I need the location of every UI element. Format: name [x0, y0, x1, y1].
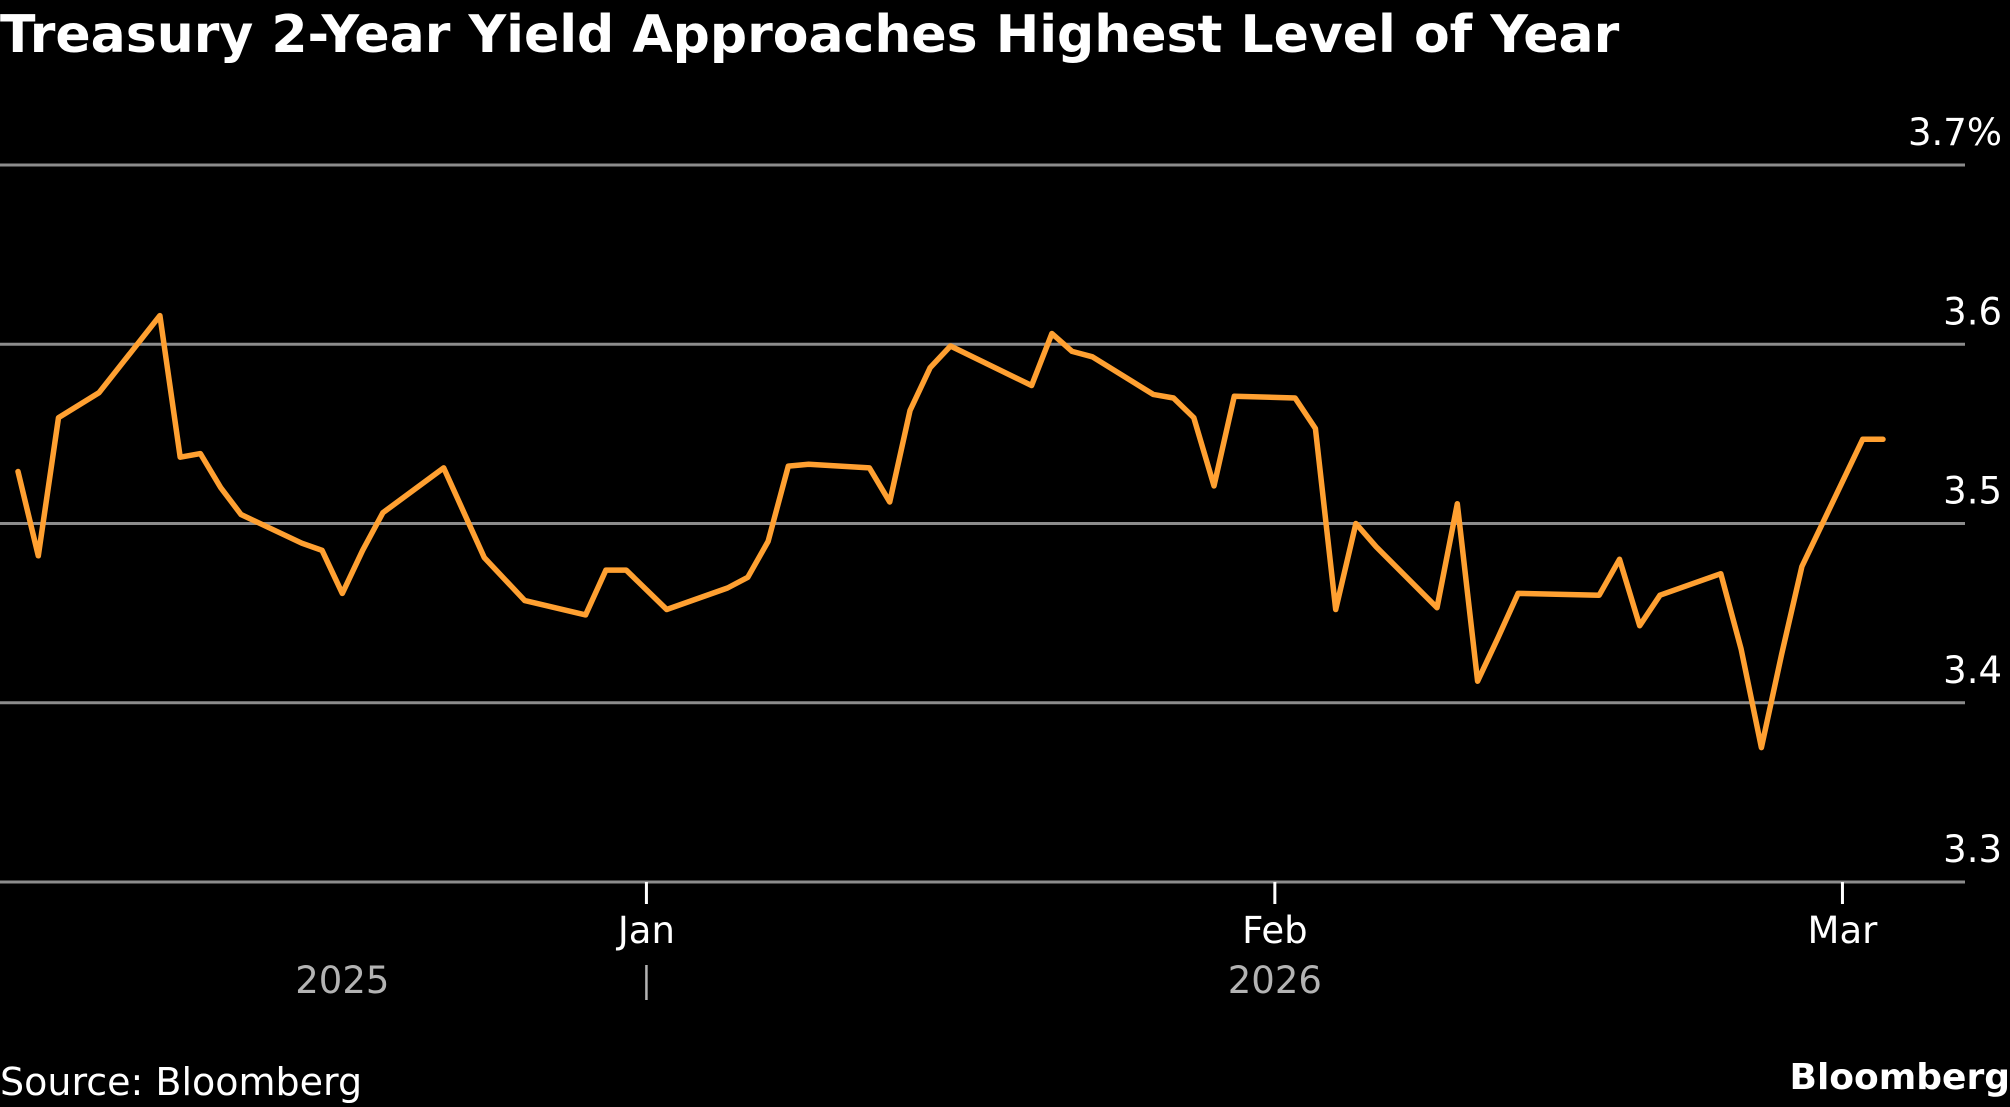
brand-logo: Bloomberg: [1789, 1057, 2010, 1098]
data-point: [866, 465, 872, 471]
data-point: [481, 555, 487, 561]
data-point: [1292, 395, 1298, 401]
data-point: [1758, 745, 1764, 751]
data-point: [1191, 415, 1197, 421]
y-tick-label: 3.6: [1943, 290, 2002, 333]
data-point: [887, 499, 893, 505]
data-point: [948, 343, 954, 349]
y-tick-label: 3.7%: [1908, 111, 2002, 154]
x-axis: Jan Feb Mar 2025 2026: [295, 882, 1878, 1002]
data-point: [96, 390, 102, 396]
data-point: [522, 598, 528, 604]
data-point: [1657, 592, 1663, 598]
data-point: [461, 510, 467, 516]
data-point: [1170, 395, 1176, 401]
year-label: 2026: [1228, 959, 1322, 1002]
data-point: [1454, 501, 1460, 507]
data-point: [339, 590, 345, 596]
y-axis-labels: 3.3 3.4 3.5 3.6 3.7%: [1908, 111, 2002, 871]
data-point: [238, 512, 244, 518]
data-point: [1718, 571, 1724, 577]
data-point: [806, 461, 812, 467]
data-point: [319, 547, 325, 553]
x-tick-label: Jan: [616, 909, 675, 952]
data-point: [1312, 425, 1318, 431]
data-point: [623, 567, 629, 573]
data-point: [197, 451, 203, 457]
data-point: [15, 469, 21, 475]
data-point: [360, 547, 366, 553]
data-point: [1515, 590, 1521, 596]
data-point: [1211, 483, 1217, 489]
year-label: 2025: [295, 959, 389, 1002]
x-tick-label: Feb: [1242, 909, 1308, 952]
gridlines: [0, 163, 1965, 884]
data-point: [157, 313, 163, 319]
data-point: [1616, 556, 1622, 562]
data-point: [583, 612, 589, 618]
data-point: [56, 415, 62, 421]
data-point: [1860, 436, 1866, 442]
series-layer: [15, 312, 1886, 751]
y-tick-label: 3.3: [1943, 828, 2002, 871]
data-point: [1150, 391, 1156, 397]
data-point: [765, 538, 771, 544]
data-point: [664, 607, 670, 613]
data-point: [1373, 544, 1379, 550]
data-point: [218, 485, 224, 491]
data-point: [1475, 678, 1481, 684]
data-point: [1637, 623, 1643, 629]
data-point: [177, 454, 183, 460]
data-point: [1049, 330, 1055, 336]
data-point: [1089, 354, 1095, 360]
data-point: [441, 465, 447, 471]
data-point: [1799, 564, 1805, 570]
data-point: [299, 540, 305, 546]
data-point: [1029, 382, 1035, 388]
data-point: [603, 567, 609, 573]
data-point: [927, 365, 933, 371]
data-point: [1353, 521, 1359, 527]
data-point: [785, 463, 791, 469]
data-point: [745, 574, 751, 580]
y-tick-label: 3.5: [1943, 470, 2002, 513]
data-point: [380, 510, 386, 516]
y-tick-label: 3.4: [1943, 649, 2002, 692]
data-point: [1434, 605, 1440, 611]
data-point: [35, 553, 41, 559]
data-point: [1231, 393, 1237, 399]
data-point: [1779, 651, 1785, 657]
data-point: [1880, 436, 1886, 442]
data-point: [907, 408, 913, 414]
data-point: [1333, 607, 1339, 613]
data-point: [1495, 635, 1501, 641]
data-point: [1596, 592, 1602, 598]
x-tick-label: Mar: [1808, 909, 1879, 952]
data-point: [1738, 646, 1744, 652]
data-point: [1069, 348, 1075, 354]
chart-title: Treasury 2-Year Yield Approaches Highest…: [0, 5, 1620, 65]
source-note: Source: Bloomberg: [0, 1060, 363, 1104]
series-line: [15, 312, 1886, 751]
data-point: [725, 585, 731, 591]
